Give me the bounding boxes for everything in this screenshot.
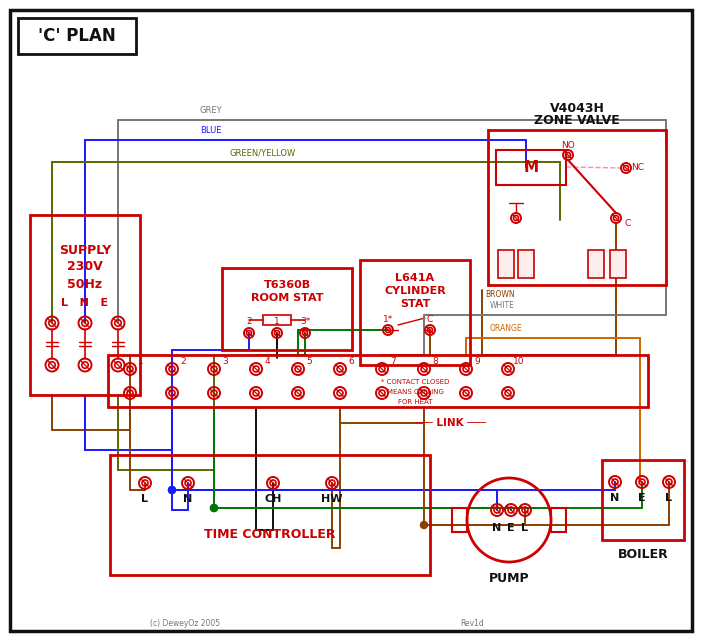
Bar bbox=[498, 250, 514, 278]
Text: 'C' PLAN: 'C' PLAN bbox=[38, 27, 116, 45]
Text: E: E bbox=[507, 523, 515, 533]
Text: ROOM STAT: ROOM STAT bbox=[251, 293, 323, 303]
Text: 1: 1 bbox=[138, 358, 144, 367]
Text: 7: 7 bbox=[390, 358, 396, 367]
Text: L: L bbox=[142, 494, 149, 504]
Text: L: L bbox=[665, 493, 673, 503]
Text: SUPPLY: SUPPLY bbox=[59, 244, 111, 256]
Text: M: M bbox=[524, 160, 538, 174]
Bar bbox=[30, 215, 140, 395]
Text: BROWN: BROWN bbox=[485, 290, 515, 299]
Bar bbox=[222, 268, 352, 350]
Bar bbox=[588, 250, 604, 278]
Text: ZONE VALVE: ZONE VALVE bbox=[534, 115, 620, 128]
Text: BLUE: BLUE bbox=[200, 126, 222, 135]
Text: 8: 8 bbox=[432, 358, 438, 367]
Text: (c) DeweyOz 2005: (c) DeweyOz 2005 bbox=[150, 619, 220, 628]
Text: N: N bbox=[610, 493, 620, 503]
Text: 6: 6 bbox=[348, 358, 354, 367]
Text: NC: NC bbox=[632, 163, 644, 172]
Text: GREEN/YELLOW: GREEN/YELLOW bbox=[230, 148, 296, 157]
Text: TIME CONTROLLER: TIME CONTROLLER bbox=[204, 528, 336, 542]
Text: L   N   E: L N E bbox=[62, 298, 109, 308]
Text: NO: NO bbox=[561, 140, 575, 149]
Text: N: N bbox=[183, 494, 192, 504]
Text: 3: 3 bbox=[222, 358, 228, 367]
Text: 3*: 3* bbox=[300, 317, 310, 326]
Bar bbox=[108, 355, 648, 407]
Circle shape bbox=[211, 504, 218, 512]
Text: CH: CH bbox=[265, 494, 282, 504]
Text: 1*: 1* bbox=[383, 315, 393, 324]
Text: FOR HEAT: FOR HEAT bbox=[398, 399, 432, 405]
Text: C: C bbox=[427, 315, 433, 324]
Text: L: L bbox=[522, 523, 529, 533]
Text: N: N bbox=[492, 523, 502, 533]
Bar bbox=[452, 508, 467, 532]
Bar bbox=[18, 18, 136, 54]
Text: ─── LINK ───: ─── LINK ─── bbox=[414, 418, 486, 428]
Circle shape bbox=[420, 522, 428, 528]
Text: MEANS CALLING: MEANS CALLING bbox=[387, 389, 444, 395]
Text: 5: 5 bbox=[306, 358, 312, 367]
Circle shape bbox=[168, 487, 176, 494]
Bar bbox=[551, 508, 566, 532]
Text: C: C bbox=[625, 219, 631, 228]
Text: 230V: 230V bbox=[67, 260, 103, 274]
Bar bbox=[263, 315, 291, 325]
Text: * CONTACT CLOSED: * CONTACT CLOSED bbox=[380, 379, 449, 385]
Text: V4043H: V4043H bbox=[550, 101, 604, 115]
Text: 2: 2 bbox=[180, 358, 186, 367]
Text: CYLINDER: CYLINDER bbox=[384, 286, 446, 296]
Circle shape bbox=[168, 487, 176, 494]
Text: 4: 4 bbox=[264, 358, 270, 367]
Text: BOILER: BOILER bbox=[618, 547, 668, 560]
Text: L641A: L641A bbox=[395, 273, 435, 283]
Text: 50Hz: 50Hz bbox=[67, 278, 102, 290]
Text: 2: 2 bbox=[246, 317, 252, 326]
Text: ORANGE: ORANGE bbox=[490, 324, 522, 333]
Text: E: E bbox=[638, 493, 646, 503]
Text: WHITE: WHITE bbox=[490, 301, 515, 310]
Bar bbox=[488, 130, 666, 285]
Bar bbox=[360, 260, 470, 365]
Text: 9: 9 bbox=[474, 358, 480, 367]
Text: PUMP: PUMP bbox=[489, 572, 529, 585]
Bar bbox=[610, 250, 626, 278]
Bar bbox=[496, 150, 566, 185]
Bar bbox=[518, 250, 534, 278]
Text: T6360B: T6360B bbox=[263, 280, 310, 290]
Text: 1: 1 bbox=[274, 317, 280, 326]
Text: STAT: STAT bbox=[400, 299, 430, 309]
Text: Rev1d: Rev1d bbox=[460, 619, 484, 628]
Text: HW: HW bbox=[322, 494, 343, 504]
Circle shape bbox=[211, 504, 218, 512]
Text: GREY: GREY bbox=[200, 106, 223, 115]
Text: 10: 10 bbox=[513, 358, 525, 367]
Bar bbox=[602, 460, 684, 540]
Bar bbox=[110, 455, 430, 575]
